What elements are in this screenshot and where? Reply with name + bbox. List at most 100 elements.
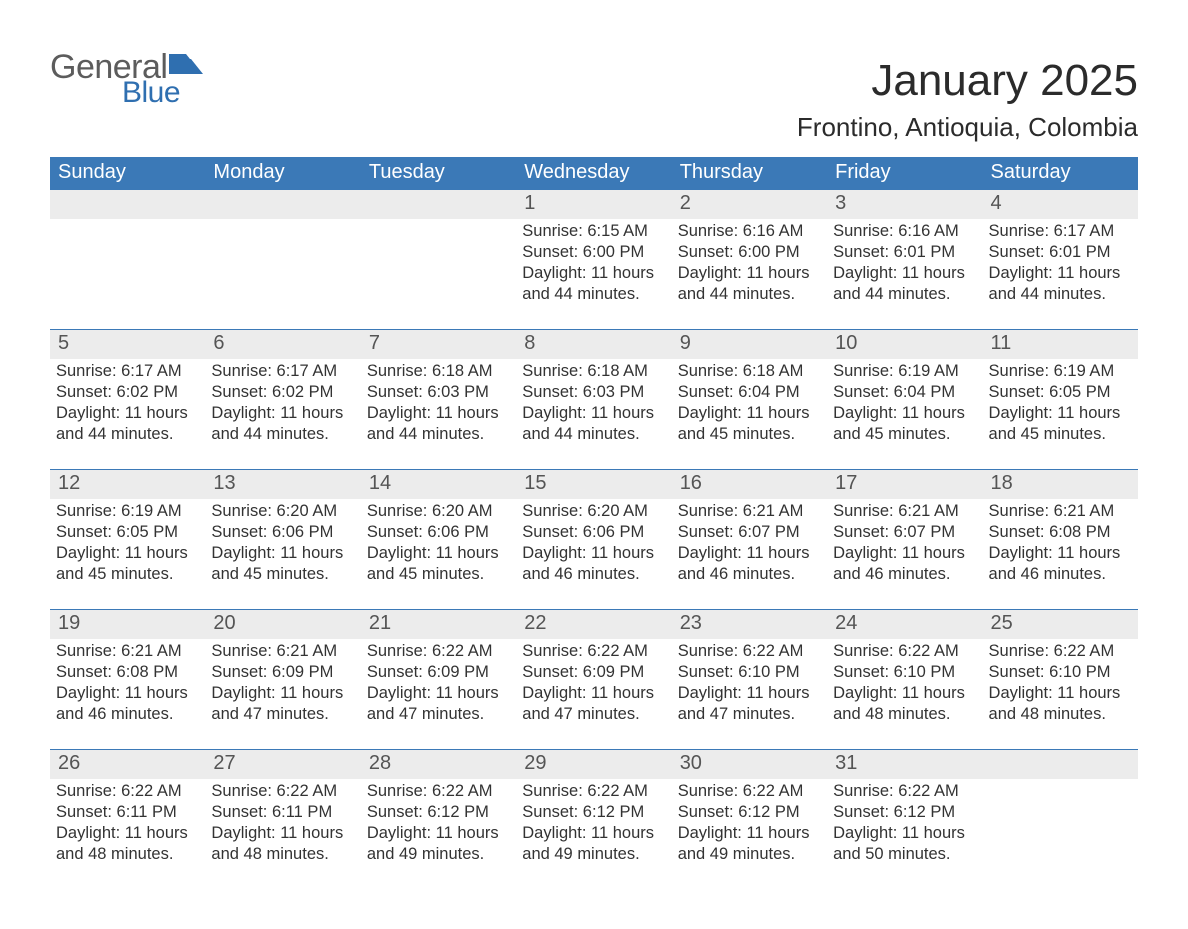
day-details: Sunrise: 6:20 AMSunset: 6:06 PMDaylight:…: [211, 499, 354, 585]
day-number-cell: 8: [516, 329, 671, 359]
sunset-text: Sunset: 6:12 PM: [678, 802, 821, 823]
day-number-cell: 18: [983, 469, 1138, 499]
day-number-cell: 9: [672, 329, 827, 359]
day-number: 18: [983, 469, 1138, 499]
sunset-text: Sunset: 6:09 PM: [367, 662, 510, 683]
daylight-text: Daylight: 11 hours and 44 minutes.: [211, 403, 354, 445]
sunrise-text: Sunrise: 6:22 AM: [367, 641, 510, 662]
day-cell: Sunrise: 6:19 AMSunset: 6:04 PMDaylight:…: [827, 359, 982, 469]
daylight-text: Daylight: 11 hours and 49 minutes.: [522, 823, 665, 865]
sunset-text: Sunset: 6:01 PM: [989, 242, 1132, 263]
day-number-cell: 1: [516, 189, 671, 219]
day-number-cell: [50, 189, 205, 219]
day-details: Sunrise: 6:21 AMSunset: 6:08 PMDaylight:…: [56, 639, 199, 725]
day-number: [361, 189, 516, 219]
day-cell: Sunrise: 6:19 AMSunset: 6:05 PMDaylight:…: [50, 499, 205, 609]
day-number: 20: [205, 609, 360, 639]
sunrise-text: Sunrise: 6:21 AM: [56, 641, 199, 662]
day-number-cell: 24: [827, 609, 982, 639]
day-cell: Sunrise: 6:21 AMSunset: 6:08 PMDaylight:…: [983, 499, 1138, 609]
sunset-text: Sunset: 6:06 PM: [367, 522, 510, 543]
day-details: Sunrise: 6:19 AMSunset: 6:04 PMDaylight:…: [833, 359, 976, 445]
day-number-cell: 29: [516, 749, 671, 779]
sunrise-text: Sunrise: 6:22 AM: [56, 781, 199, 802]
day-cell: Sunrise: 6:22 AMSunset: 6:09 PMDaylight:…: [361, 639, 516, 749]
day-details: Sunrise: 6:22 AMSunset: 6:09 PMDaylight:…: [522, 639, 665, 725]
daylight-text: Daylight: 11 hours and 47 minutes.: [678, 683, 821, 725]
calendar-page: General Blue January 2025 Frontino, Anti…: [0, 0, 1188, 929]
day-details: Sunrise: 6:15 AMSunset: 6:00 PMDaylight:…: [522, 219, 665, 305]
day-number-cell: 11: [983, 329, 1138, 359]
day-number-cell: 7: [361, 329, 516, 359]
day-number: 5: [50, 329, 205, 359]
sunset-text: Sunset: 6:07 PM: [678, 522, 821, 543]
day-number-cell: 31: [827, 749, 982, 779]
day-number-cell: 20: [205, 609, 360, 639]
daylight-text: Daylight: 11 hours and 45 minutes.: [989, 403, 1132, 445]
daylight-text: Daylight: 11 hours and 48 minutes.: [989, 683, 1132, 725]
day-details: Sunrise: 6:22 AMSunset: 6:09 PMDaylight:…: [367, 639, 510, 725]
sunset-text: Sunset: 6:00 PM: [522, 242, 665, 263]
day-details: Sunrise: 6:22 AMSunset: 6:11 PMDaylight:…: [56, 779, 199, 865]
sunrise-text: Sunrise: 6:20 AM: [367, 501, 510, 522]
day-number-row: 19202122232425: [50, 609, 1138, 639]
day-cell: Sunrise: 6:22 AMSunset: 6:10 PMDaylight:…: [983, 639, 1138, 749]
daylight-text: Daylight: 11 hours and 45 minutes.: [211, 543, 354, 585]
day-details: Sunrise: 6:16 AMSunset: 6:00 PMDaylight:…: [678, 219, 821, 305]
day-number: 16: [672, 469, 827, 499]
daylight-text: Daylight: 11 hours and 45 minutes.: [678, 403, 821, 445]
day-number-cell: 4: [983, 189, 1138, 219]
daylight-text: Daylight: 11 hours and 45 minutes.: [367, 543, 510, 585]
daylight-text: Daylight: 11 hours and 48 minutes.: [56, 823, 199, 865]
sunrise-text: Sunrise: 6:18 AM: [678, 361, 821, 382]
sunset-text: Sunset: 6:07 PM: [833, 522, 976, 543]
day-number-cell: 22: [516, 609, 671, 639]
day-cell: Sunrise: 6:20 AMSunset: 6:06 PMDaylight:…: [361, 499, 516, 609]
day-number-cell: 15: [516, 469, 671, 499]
day-number-cell: [205, 189, 360, 219]
sunrise-text: Sunrise: 6:22 AM: [678, 781, 821, 802]
day-number-cell: 23: [672, 609, 827, 639]
day-cell: Sunrise: 6:20 AMSunset: 6:06 PMDaylight:…: [205, 499, 360, 609]
day-cell: Sunrise: 6:22 AMSunset: 6:12 PMDaylight:…: [827, 779, 982, 889]
day-number-cell: 25: [983, 609, 1138, 639]
sunrise-text: Sunrise: 6:15 AM: [522, 221, 665, 242]
sunrise-text: Sunrise: 6:22 AM: [522, 641, 665, 662]
sunrise-text: Sunrise: 6:22 AM: [367, 781, 510, 802]
sunrise-text: Sunrise: 6:17 AM: [989, 221, 1132, 242]
day-cell: Sunrise: 6:16 AMSunset: 6:00 PMDaylight:…: [672, 219, 827, 329]
day-details: Sunrise: 6:22 AMSunset: 6:12 PMDaylight:…: [367, 779, 510, 865]
day-number: 27: [205, 749, 360, 779]
sunset-text: Sunset: 6:11 PM: [56, 802, 199, 823]
day-number-row: 262728293031: [50, 749, 1138, 779]
sunrise-text: Sunrise: 6:22 AM: [678, 641, 821, 662]
daylight-text: Daylight: 11 hours and 44 minutes.: [522, 263, 665, 305]
sunset-text: Sunset: 6:05 PM: [989, 382, 1132, 403]
day-details: Sunrise: 6:18 AMSunset: 6:04 PMDaylight:…: [678, 359, 821, 445]
sunset-text: Sunset: 6:08 PM: [56, 662, 199, 683]
day-number: 1: [516, 189, 671, 219]
daylight-text: Daylight: 11 hours and 46 minutes.: [56, 683, 199, 725]
weekday-header: Thursday: [672, 157, 827, 189]
day-cell: [205, 219, 360, 329]
day-number: 19: [50, 609, 205, 639]
day-cell: Sunrise: 6:19 AMSunset: 6:05 PMDaylight:…: [983, 359, 1138, 469]
day-number: 7: [361, 329, 516, 359]
sunrise-text: Sunrise: 6:21 AM: [211, 641, 354, 662]
day-details: Sunrise: 6:20 AMSunset: 6:06 PMDaylight:…: [367, 499, 510, 585]
daylight-text: Daylight: 11 hours and 47 minutes.: [211, 683, 354, 725]
day-cell: Sunrise: 6:20 AMSunset: 6:06 PMDaylight:…: [516, 499, 671, 609]
day-details: Sunrise: 6:22 AMSunset: 6:11 PMDaylight:…: [211, 779, 354, 865]
weekday-header: Monday: [205, 157, 360, 189]
daylight-text: Daylight: 11 hours and 46 minutes.: [833, 543, 976, 585]
sunrise-text: Sunrise: 6:22 AM: [833, 781, 976, 802]
sunrise-text: Sunrise: 6:16 AM: [833, 221, 976, 242]
day-number: 29: [516, 749, 671, 779]
day-number: 8: [516, 329, 671, 359]
sunset-text: Sunset: 6:10 PM: [833, 662, 976, 683]
day-cell: Sunrise: 6:17 AMSunset: 6:02 PMDaylight:…: [205, 359, 360, 469]
day-details: Sunrise: 6:22 AMSunset: 6:10 PMDaylight:…: [989, 639, 1132, 725]
daylight-text: Daylight: 11 hours and 47 minutes.: [522, 683, 665, 725]
day-number-cell: 14: [361, 469, 516, 499]
day-number: 30: [672, 749, 827, 779]
